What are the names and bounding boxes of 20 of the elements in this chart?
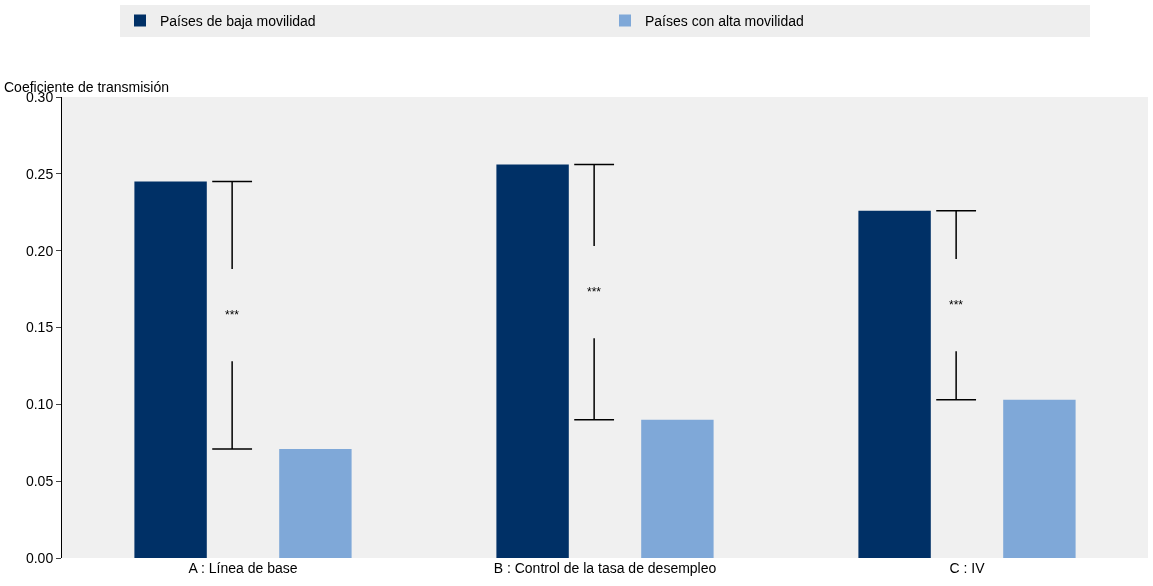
y-tick-label: 0.15	[25, 319, 54, 336]
x-tick-label: B : Control de la tasa de desempleo	[493, 560, 717, 576]
legend-label: Países con alta movilidad	[645, 12, 804, 29]
annotation: ***	[587, 285, 602, 299]
x-tick-label: A : Línea de base	[188, 560, 298, 576]
bar	[134, 181, 207, 558]
y-tick-label: 0.00	[25, 549, 54, 566]
legend-label: Países de baja movilidad	[160, 12, 316, 29]
annotation: ***	[225, 308, 240, 322]
bar	[496, 164, 569, 558]
bar	[641, 419, 714, 558]
y-tick-label: 0.05	[25, 473, 54, 490]
bar	[279, 448, 352, 558]
bar	[858, 210, 931, 558]
annotation: ***	[949, 298, 964, 312]
bar	[1003, 399, 1076, 558]
y-tick-label: 0.20	[25, 242, 54, 259]
y-tick-label: 0.25	[25, 165, 54, 182]
y-tick-label: 0.10	[25, 396, 54, 413]
x-tick-label: C : IV	[949, 560, 986, 576]
